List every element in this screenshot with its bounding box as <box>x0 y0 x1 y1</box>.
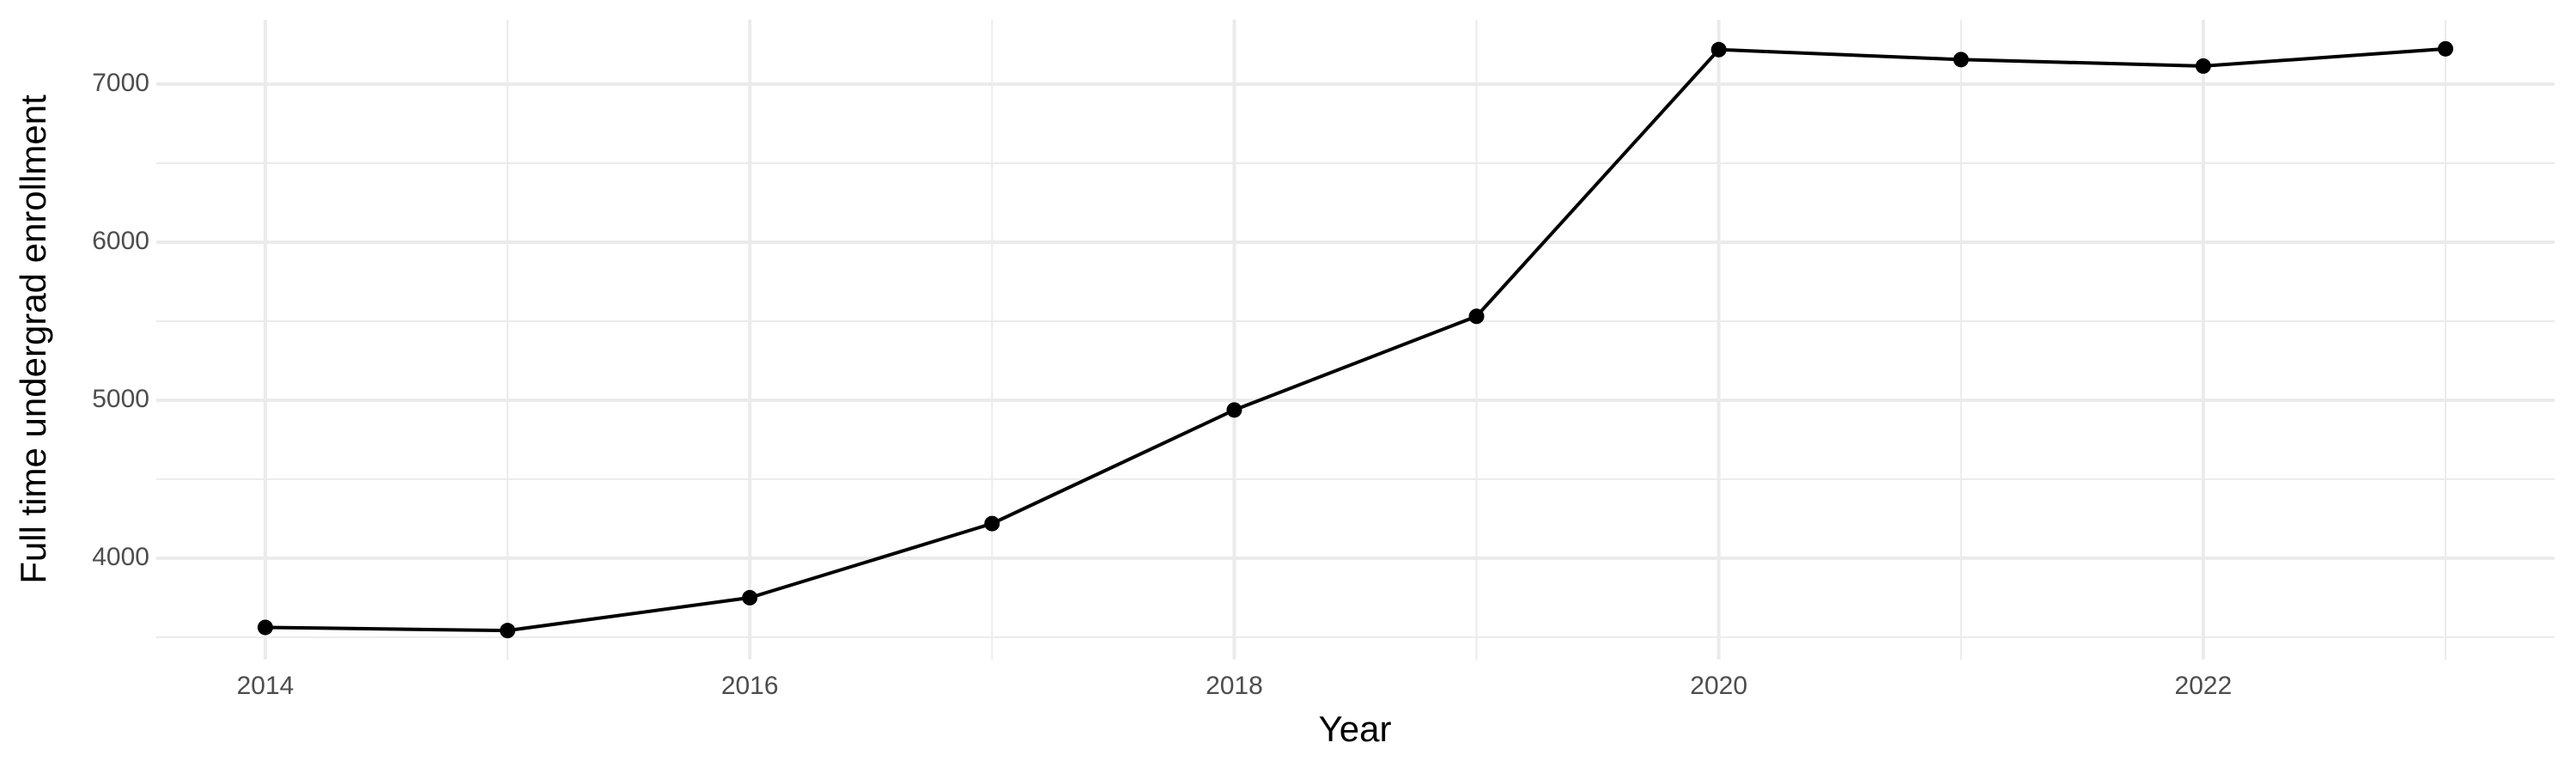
point <box>1953 52 1969 68</box>
x-tick-label: 2022 <box>2175 672 2233 700</box>
point <box>1226 402 1242 418</box>
point <box>2195 58 2211 74</box>
y-tick-label: 6000 <box>92 227 149 255</box>
point <box>500 623 516 639</box>
point <box>1710 41 1727 58</box>
y-tick-label: 7000 <box>92 69 149 97</box>
point <box>984 515 1000 532</box>
line <box>264 46 2446 633</box>
y-axis-title: Full time undergrad enrollment <box>13 94 53 584</box>
point <box>257 619 273 636</box>
x-tick-label: 2018 <box>1206 672 1263 700</box>
x-tick-label: 2020 <box>1690 672 1747 700</box>
point <box>742 589 758 606</box>
y-tick-label: 5000 <box>92 385 149 413</box>
x-axis-title: Year <box>1319 709 1392 749</box>
x-tick-label: 2014 <box>237 672 295 700</box>
x-tick-label: 2016 <box>721 672 779 700</box>
point <box>2438 40 2454 57</box>
y-tick-label: 4000 <box>92 543 149 571</box>
point <box>1468 308 1485 325</box>
